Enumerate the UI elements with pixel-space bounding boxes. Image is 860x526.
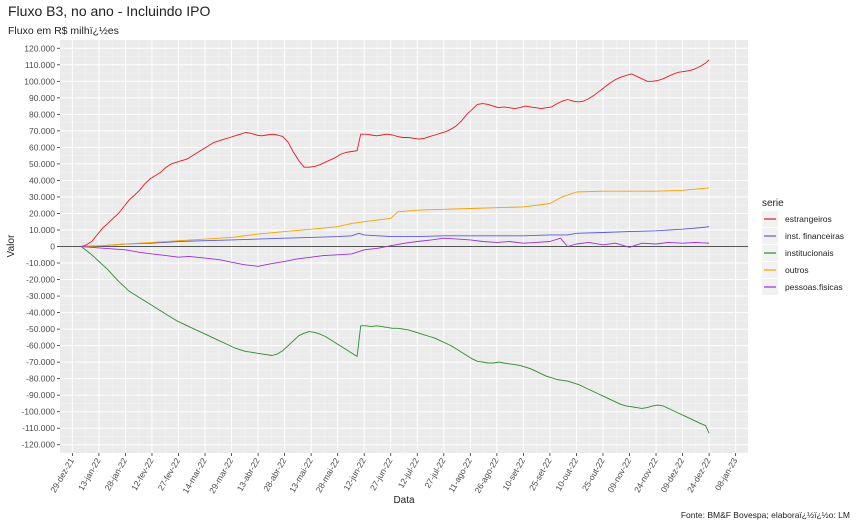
y-tick-label: -40.000 <box>26 308 55 318</box>
series-line-inst-financeiras <box>81 226 710 247</box>
y-tick-label: -70.000 <box>26 357 55 367</box>
y-tick-label: 110.000 <box>25 60 55 70</box>
series-line-estrangeiros <box>81 59 710 247</box>
x-tick-label: 25-out-22 <box>580 456 607 493</box>
y-tick-label: 30.000 <box>29 192 55 202</box>
x-tick-label: 09-nov-22 <box>605 456 633 494</box>
y-tick-label: -120.000 <box>21 440 55 450</box>
y-tick-label: -60.000 <box>26 341 55 351</box>
y-tick-label: 10.000 <box>29 225 55 235</box>
x-tick-label: 25-set-22 <box>527 456 554 492</box>
x-tick-label: 24-dez-22 <box>685 456 713 494</box>
y-tick-label: -80.000 <box>26 374 55 384</box>
y-tick-label: 20.000 <box>29 208 55 218</box>
y-tick-label: 40.000 <box>29 175 55 185</box>
x-tick-label: 14-mar-22 <box>180 456 208 495</box>
legend-label: inst. financeiras <box>785 231 844 241</box>
x-tick-label: 27-jun-22 <box>368 456 395 492</box>
x-tick-label: 09-dez-22 <box>658 456 686 494</box>
x-tick-label: 29-mar-22 <box>207 456 235 495</box>
x-tick-label: 13-abr-22 <box>235 456 262 493</box>
legend-label: outros <box>785 265 809 275</box>
x-tick-label: 12-fev-22 <box>129 456 156 492</box>
legend-label: pessoas.fisicas <box>785 282 843 292</box>
x-axis-title: Data <box>393 495 415 506</box>
y-axis-title: Valor <box>6 234 17 257</box>
x-tick-label: 29-dez-21 <box>48 456 76 494</box>
y-tick-label: -20.000 <box>26 275 55 285</box>
x-tick-label: 08-jan-23 <box>713 456 740 492</box>
y-tick-label: -50.000 <box>26 324 55 334</box>
legend: serie estrangeiros inst. financeiras insti… <box>762 198 844 295</box>
y-tick-label: -90.000 <box>26 390 55 400</box>
chart-caption: Fonte: BM&F Bovespa; elaboraï¿½ï¿½o: LM <box>681 510 850 520</box>
legend-label: estrangeiros <box>785 214 832 224</box>
x-tick-label: 12-jun-22 <box>341 456 368 492</box>
x-tick-label: 13-mai-22 <box>287 456 315 494</box>
x-tick-label: 11-ago-22 <box>446 456 474 494</box>
legend-label: institucionais <box>785 248 834 258</box>
x-tick-label: 12-jul-22 <box>396 456 421 490</box>
y-tick-label: 120.000 <box>24 43 55 53</box>
chart-subtitle: Fluxo em R$ milhï¿½es <box>8 25 119 37</box>
x-tick-label: 28-jan-22 <box>102 456 129 492</box>
x-tick-label: 24-nov-22 <box>632 456 660 494</box>
chart-title: Fluxo B3, no ano - Incluindo IPO <box>8 3 210 19</box>
y-tick-label: 80.000 <box>29 109 55 119</box>
y-tick-label: 90.000 <box>29 93 55 103</box>
series-line-outros <box>81 187 710 247</box>
x-tick-label: 27-fev-22 <box>156 456 183 492</box>
x-tick-label: 26-ago-22 <box>472 456 500 495</box>
series-lines <box>80 59 710 434</box>
x-tick-label: 10-out-22 <box>553 456 580 493</box>
x-tick-label: 28-abr-22 <box>261 456 288 493</box>
y-tick-label: 50.000 <box>29 159 55 169</box>
y-tick-label: -10.000 <box>26 258 55 268</box>
y-tick-label: -30.000 <box>26 291 55 301</box>
x-tick-label: 28-mai-22 <box>314 456 342 494</box>
x-tick-label: 10-set-22 <box>500 456 527 492</box>
series-line-institucionais <box>80 246 710 434</box>
series-line-pessoas-fisicas <box>81 237 710 267</box>
x-axis: 29-dez-21 13-jan-22 28-jan-22 12-fev-22 27-f… <box>48 453 739 495</box>
y-tick-label: 100.000 <box>24 76 55 86</box>
y-tick-label: 60.000 <box>29 142 55 152</box>
x-tick-label: 13-jan-22 <box>76 456 103 492</box>
legend-title: serie <box>762 198 784 209</box>
x-tick-label: 27-jul-22 <box>422 456 447 490</box>
y-axis: 120.000 110.000 100.000 90.000 80.000 70.000 6… <box>21 43 60 450</box>
y-tick-label: -100.000 <box>21 407 55 417</box>
y-tick-label: 70.000 <box>29 126 55 136</box>
y-tick-label: -110.000 <box>22 423 55 433</box>
y-tick-label: 0 <box>50 242 55 252</box>
